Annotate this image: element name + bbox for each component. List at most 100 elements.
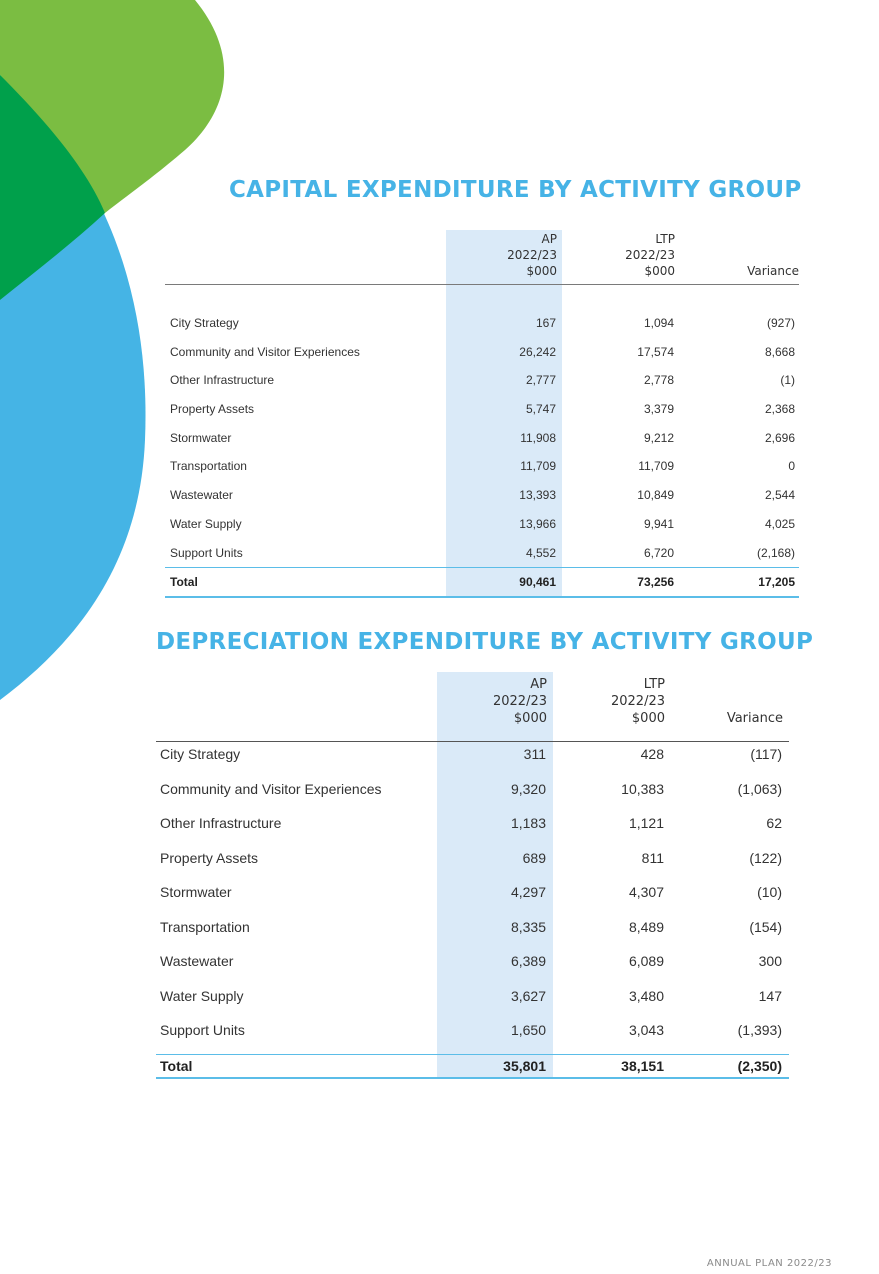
table-row: Water Supply 13,966 9,941 4,025 — [165, 510, 799, 539]
row-label: Stormwater — [170, 430, 232, 445]
row-label: Support Units — [170, 545, 243, 560]
table-row: Support Units 4,552 6,720 (2,168) — [165, 539, 799, 568]
ap-value: 2,777 — [525, 373, 556, 388]
capital-expenditure-table: AP 2022/23 $000 LTP 2022/23 $000 Variance Ci… — [165, 230, 799, 599]
variance-value: 4,025 — [764, 516, 795, 531]
depreciation-expenditure-title: DEPRECIATION EXPENDITURE BY ACTIVITY GRO… — [156, 629, 814, 655]
ap-value: 311 — [523, 746, 546, 762]
light-green-shape — [0, 0, 225, 213]
ltp-value: 6,089 — [628, 953, 664, 969]
ap-value: 13,966 — [519, 516, 556, 531]
total-row: Total 90,461 73,256 17,205 — [165, 567, 799, 599]
ap-value: 4,297 — [510, 884, 546, 900]
variance-value: (927) — [766, 316, 795, 330]
table-row: Property Assets 5,747 3,379 2,368 — [165, 395, 799, 424]
total-variance-value: (2,350) — [737, 1057, 782, 1074]
table-row: Stormwater 11,908 9,212 2,696 — [165, 424, 799, 453]
ap-value: 11,709 — [520, 459, 556, 474]
ap-value: 167 — [535, 316, 556, 330]
ap-value: 13,393 — [519, 488, 556, 503]
variance-value: (2,168) — [756, 545, 795, 560]
table-row: Wastewater 6,389 6,089 300 — [156, 949, 789, 984]
variance-value: 62 — [766, 815, 782, 831]
row-label: City Strategy — [160, 746, 241, 762]
row-label: Other Infrastructure — [160, 815, 282, 831]
total-variance-value: 17,205 — [758, 575, 795, 590]
ap-value: 9,320 — [510, 780, 546, 797]
table-row: Community and Visitor Experiences 26,242 1… — [165, 338, 799, 367]
table-row: Other Infrastructure 1,183 1,121 62 — [156, 811, 789, 846]
ltp-value: 3,480 — [628, 987, 664, 1004]
ap-value: 3,627 — [510, 987, 546, 1004]
ltp-value: 10,849 — [637, 488, 674, 503]
row-label: Water Supply — [170, 516, 242, 531]
row-label: Wastewater — [170, 488, 233, 503]
variance-value: (117) — [750, 746, 782, 762]
ltp-value: 3,043 — [628, 1022, 664, 1038]
variance-value: 2,368 — [764, 402, 795, 417]
variance-value: (122) — [749, 849, 782, 866]
ap-value: 1,183 — [510, 815, 546, 831]
page-footer: ANNUAL PLAN 2022/23 — [706, 1258, 832, 1269]
ap-value: 11,908 — [520, 430, 556, 445]
total-ltp-value: 73,256 — [637, 575, 674, 590]
ltp-value: 11,709 — [638, 459, 674, 474]
row-label: Transportation — [170, 459, 247, 474]
ltp-value: 428 — [640, 746, 664, 762]
ap-column-header: AP 2022/23 $000 — [507, 232, 557, 278]
ltp-value: 17,574 — [637, 344, 674, 359]
ap-value: 1,650 — [510, 1022, 546, 1038]
total-ap-value: 35,801 — [503, 1057, 546, 1074]
variance-value: 0 — [788, 459, 795, 474]
row-label: Stormwater — [160, 884, 232, 900]
total-label: Total — [170, 575, 198, 590]
variance-value: 2,696 — [764, 430, 795, 445]
variance-value: (154) — [749, 918, 782, 935]
ap-column-header: AP 2022/23 $000 — [492, 677, 547, 726]
ltp-column-header: LTP 2022/23 $000 — [625, 232, 675, 278]
row-label: Other Infrastructure — [170, 373, 275, 388]
total-ap-value: 90,461 — [519, 575, 556, 590]
ap-value: 8,335 — [510, 918, 546, 935]
table-row: City Strategy 167 1,094 (927) — [165, 309, 799, 338]
total-row: Total 35,801 38,151 (2,350) — [156, 1053, 789, 1079]
variance-value: 2,544 — [764, 488, 795, 503]
variance-value: 300 — [758, 953, 782, 969]
ap-value: 5,747 — [525, 402, 556, 417]
variance-value: 8,668 — [764, 344, 795, 359]
table-row: Community and Visitor Experiences 9,320 10… — [156, 777, 789, 812]
variance-value: (10) — [757, 884, 782, 900]
ltp-value: 811 — [641, 849, 664, 866]
table-row: Other Infrastructure 2,777 2,778 (1) — [165, 366, 799, 395]
table-row: Transportation 11,709 11,709 0 — [165, 452, 799, 481]
variance-value: (1,393) — [737, 1022, 782, 1038]
ap-column-highlight — [446, 230, 562, 599]
table-row: Wastewater 13,393 10,849 2,544 — [165, 481, 799, 510]
row-label: Property Assets — [170, 402, 255, 417]
depreciation-expenditure-table: AP 2022/23 $000 LTP 2022/23 $000 Variance Ci… — [156, 672, 789, 1079]
row-label: City Strategy — [170, 316, 239, 330]
ltp-value: 8,489 — [628, 918, 664, 935]
row-label: Support Units — [160, 1022, 245, 1038]
table-row: Transportation 8,335 8,489 (154) — [156, 915, 789, 950]
ap-value: 26,242 — [519, 344, 556, 359]
ltp-value: 1,121 — [628, 815, 664, 831]
capital-expenditure-title: CAPITAL EXPENDITURE BY ACTIVITY GROUP — [229, 177, 802, 203]
variance-value: (1,063) — [737, 780, 782, 797]
variance-column-header: Variance — [747, 264, 799, 278]
row-label: Property Assets — [160, 849, 259, 866]
table-header: AP 2022/23 $000 LTP 2022/23 $000 Variance — [165, 230, 799, 285]
table-header: AP 2022/23 $000 LTP 2022/23 $000 Variance — [156, 672, 789, 742]
row-label: Community and Visitor Experiences — [170, 344, 360, 359]
ltp-value: 2,778 — [643, 373, 674, 388]
ltp-value: 3,379 — [643, 402, 674, 417]
table-row: Property Assets 689 811 (122) — [156, 846, 789, 881]
ap-value: 4,552 — [525, 545, 556, 560]
ltp-column-header: LTP 2022/23 $000 — [610, 677, 665, 726]
total-ltp-value: 38,151 — [621, 1057, 664, 1074]
variance-value: 147 — [758, 987, 782, 1004]
ap-value: 689 — [522, 849, 546, 866]
ltp-value: 10,383 — [621, 780, 664, 797]
ltp-value: 9,941 — [643, 516, 674, 531]
